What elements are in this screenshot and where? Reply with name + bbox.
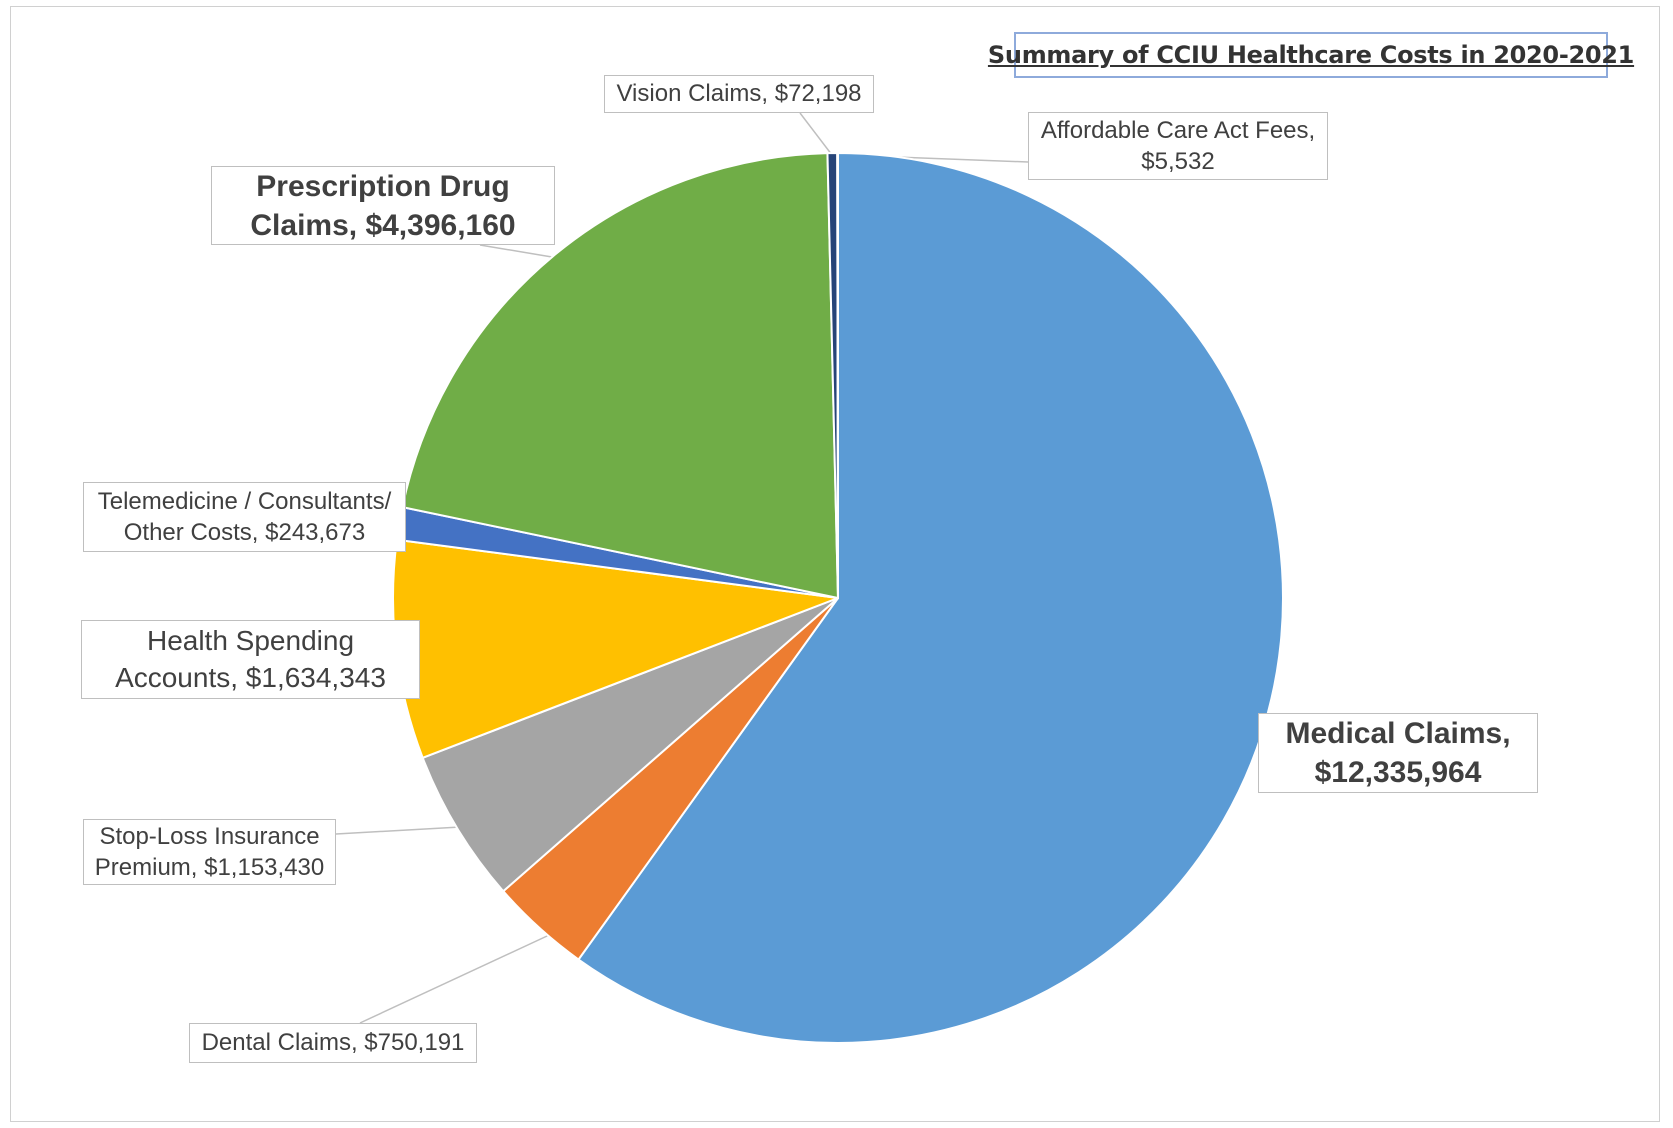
data-label-stop-loss-insurance-premium: Stop-Loss Insurance Premium, $1,153,430 [83,819,336,885]
data-label-affordable-care-act-fees: Affordable Care Act Fees, $5,532 [1028,112,1328,180]
data-label-prescription-drug-claims: Prescription Drug Claims, $4,396,160 [211,166,555,245]
data-label-vision-claims: Vision Claims, $72,198 [604,75,874,113]
leader-line-stop-loss-insurance-premium [335,825,479,835]
data-label-medical-claims: Medical Claims, $12,335,964 [1258,713,1538,793]
chart-title: Summary of CCIU Healthcare Costs in 2020… [987,41,1635,69]
chart-frame [10,6,1660,1122]
data-label-telemedicine-consultants-other-costs: Telemedicine / Consultants/ Other Costs,… [83,482,406,552]
pie-slice-prescription-drug-claims [401,152,840,600]
leader-line-dental-claims [359,929,561,1024]
leader-line-vision-claims [799,112,833,156]
chart-title-box: Summary of CCIU Healthcare Costs in 2020… [988,32,1634,78]
data-label-health-spending-accounts: Health Spending Accounts, $1,634,343 [81,620,420,699]
data-label-dental-claims: Dental Claims, $750,191 [189,1023,477,1063]
pie-slice-stop-loss-insurance-premium [421,597,839,893]
pie-slices [392,151,1284,1044]
pie-slice-affordable-care-act-fees [836,151,839,599]
